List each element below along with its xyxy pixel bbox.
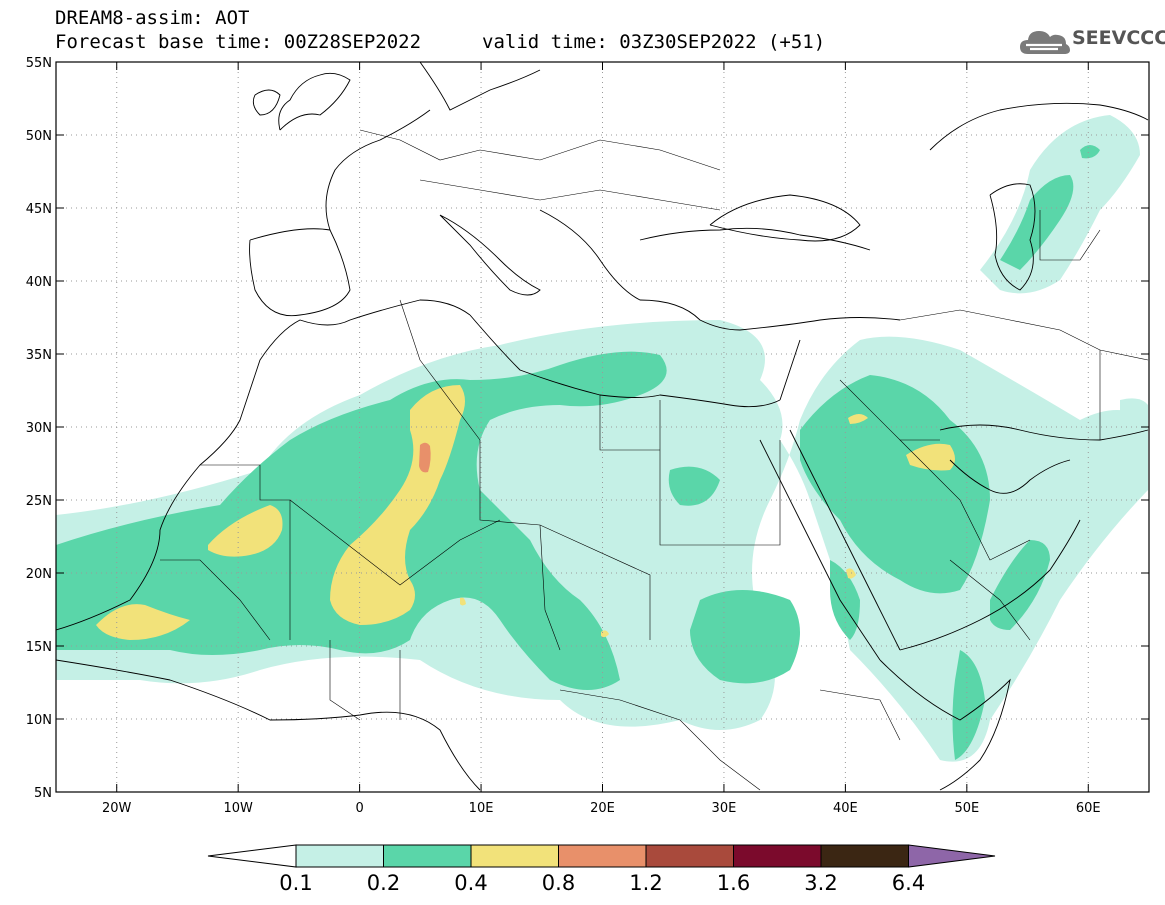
colorbar-segment: [295, 844, 384, 868]
y-tick-label: 40N: [26, 275, 52, 290]
colorbar-segment: [558, 844, 647, 868]
colorbar-label: 0.1: [279, 871, 312, 895]
colorbar-segment: [820, 844, 909, 868]
y-tick-label: 20N: [26, 567, 52, 582]
colorbar-label: 6.4: [892, 871, 925, 895]
colorbar-under-arrow: [207, 844, 297, 868]
x-tick-label: 60E: [1076, 801, 1101, 816]
colorbar-segment: [733, 844, 822, 868]
x-tick-label: 30E: [712, 801, 737, 816]
x-tick-label: 10E: [469, 801, 494, 816]
colorbar-label: 0.8: [542, 871, 575, 895]
y-tick-label: 35N: [26, 348, 52, 363]
colorbar-label: 3.2: [804, 871, 837, 895]
forecast-base-time: Forecast base time: 00Z28SEP2022: [55, 31, 422, 53]
axis-ticks: [56, 61, 1149, 793]
x-axis-labels: 20W 10W 0 10E 20E 30E 40E 50E 60E: [102, 801, 1101, 816]
gridlines: [56, 62, 1149, 792]
x-tick-label: 40E: [833, 801, 858, 816]
logo-text: SEEVCCC: [1072, 27, 1165, 49]
cloud-icon: [1020, 31, 1070, 54]
x-tick-label: 0: [355, 801, 363, 816]
y-tick-label: 55N: [26, 56, 52, 71]
aot-level-0.4: [96, 385, 955, 640]
colorbar-over-arrow: [908, 844, 996, 868]
colorbar-segment: [645, 844, 734, 868]
y-tick-label: 25N: [26, 494, 52, 509]
x-tick-label: 20E: [590, 801, 615, 816]
colorbar-label: 0.2: [367, 871, 400, 895]
colorbar: 0.1 0.2 0.4 0.8 1.2 1.6 3.2 6.4: [207, 844, 996, 895]
colorbar-label: 1.2: [629, 871, 662, 895]
y-tick-label: 50N: [26, 129, 52, 144]
colorbar-segment: [383, 844, 472, 868]
map-title: DREAM8-assim: AOT: [55, 7, 250, 29]
coastlines: [56, 62, 1149, 791]
aot-shading: [56, 115, 1148, 762]
y-tick-label: 5N: [34, 786, 52, 801]
seevccc-logo: SEEVCCC: [1018, 24, 1165, 58]
y-tick-label: 15N: [26, 640, 52, 655]
colorbar-label: 1.6: [717, 871, 750, 895]
aot-level-0.8: [419, 442, 431, 473]
country-borders: [160, 129, 1149, 791]
colorbar-segment: [470, 844, 559, 868]
y-axis-labels: 55N 50N 45N 40N 35N 30N 25N 20N 15N 10N 5N: [26, 56, 52, 801]
x-tick-label: 10W: [223, 801, 253, 816]
colorbar-label: 0.4: [454, 871, 487, 895]
y-tick-label: 10N: [26, 713, 52, 728]
valid-time: valid time: 03Z30SEP2022 (+51): [482, 31, 826, 53]
y-tick-label: 45N: [26, 202, 52, 217]
x-tick-label: 50E: [954, 801, 979, 816]
x-tick-label: 20W: [102, 801, 132, 816]
y-tick-label: 30N: [26, 421, 52, 436]
